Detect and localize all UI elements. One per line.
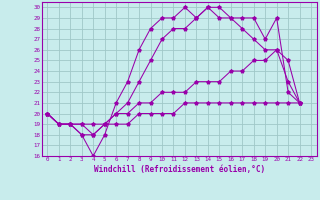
X-axis label: Windchill (Refroidissement éolien,°C): Windchill (Refroidissement éolien,°C) [94, 165, 265, 174]
